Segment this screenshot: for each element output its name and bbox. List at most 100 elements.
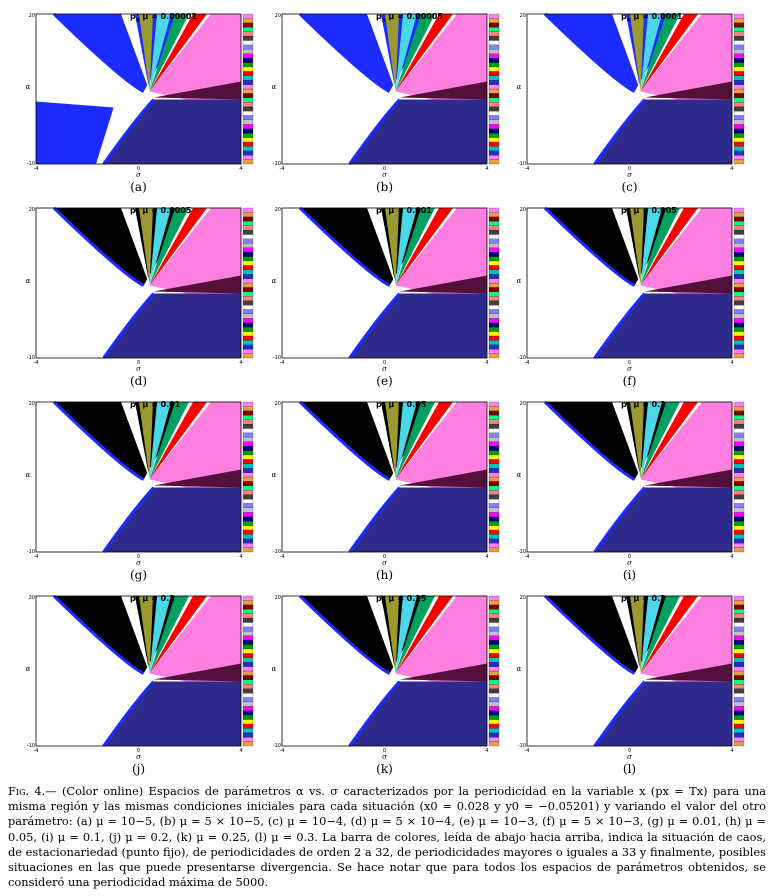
colorbar-cell bbox=[733, 159, 745, 165]
colorbar-cell bbox=[488, 719, 500, 725]
colorbar-cell bbox=[488, 534, 500, 539]
x-tick-label: 0 bbox=[383, 554, 386, 560]
periodic-window bbox=[395, 596, 435, 674]
colorbar-cell bbox=[242, 128, 254, 134]
colorbar-cell bbox=[488, 715, 500, 720]
period-band bbox=[644, 663, 732, 682]
x-tick-label: 0 bbox=[137, 748, 140, 754]
colorbar-cell bbox=[242, 732, 254, 738]
x-tick-label: -4 bbox=[525, 166, 530, 172]
colorbar-cell bbox=[488, 538, 500, 544]
colorbar-cell bbox=[242, 476, 254, 482]
colorbar-cell bbox=[488, 340, 500, 345]
lower-boundary bbox=[593, 680, 646, 747]
colorbar-cell bbox=[242, 296, 254, 301]
colorbar-cell bbox=[242, 234, 254, 239]
colorbar-cell bbox=[242, 525, 254, 531]
colorbar-cell bbox=[733, 13, 745, 19]
colorbar-cell bbox=[733, 22, 745, 28]
colorbar-cell bbox=[488, 27, 500, 32]
periodic-window bbox=[139, 208, 153, 286]
colorbar-cell bbox=[488, 313, 500, 319]
x-axis-label: σ bbox=[627, 365, 632, 373]
colorbar-cell bbox=[242, 119, 254, 125]
colorbar-cell bbox=[488, 512, 500, 517]
heatmap-svg: -4 0 4 20 -10 σ α bbox=[26, 594, 254, 761]
x-axis-label: σ bbox=[136, 171, 141, 179]
periodic-window bbox=[121, 208, 150, 286]
colorbar-cell bbox=[242, 450, 254, 456]
periodic-window bbox=[149, 596, 171, 674]
colorbar-cell bbox=[488, 516, 500, 522]
figure-grid: -4 0 4 20 -10 σ α px μ = 0.00001 (a) -4 0 4 20 -10 σ α p… bbox=[26, 12, 745, 776]
colorbar-cell bbox=[733, 115, 745, 120]
colorbar-cell bbox=[733, 538, 745, 544]
colorbar-cell bbox=[733, 670, 745, 676]
period-band bbox=[399, 469, 487, 488]
colorbar-cell bbox=[488, 75, 500, 81]
colorbar-cell bbox=[733, 732, 745, 738]
colorbar-cell bbox=[242, 432, 254, 438]
periodic-window bbox=[630, 208, 644, 286]
panel-label: (d) bbox=[129, 374, 148, 388]
colorbar-cell bbox=[733, 490, 745, 495]
colorbar-cell bbox=[242, 719, 254, 725]
colorbar-cell bbox=[488, 507, 500, 513]
colorbar-cell bbox=[733, 137, 745, 143]
x-axis-label: σ bbox=[136, 753, 141, 761]
colorbar-cell bbox=[488, 247, 500, 253]
colorbar-cell bbox=[733, 88, 745, 94]
lower-boundary bbox=[593, 486, 646, 553]
heatmap-svg: -4 0 4 20 -10 σ α bbox=[272, 12, 500, 179]
colorbar-cell bbox=[488, 525, 500, 531]
colorbar-cell bbox=[488, 269, 500, 275]
colorbar-cell bbox=[488, 675, 500, 680]
title-symbol: p bbox=[130, 400, 136, 409]
panel-label: (g) bbox=[129, 568, 148, 582]
colorbar-cell bbox=[242, 635, 254, 641]
colorbar-cell bbox=[733, 441, 745, 447]
colorbar-cell bbox=[488, 503, 500, 508]
colorbar-cell bbox=[242, 18, 254, 23]
colorbar-cell bbox=[242, 472, 254, 478]
colorbar-cell bbox=[733, 622, 745, 627]
colorbar-cell bbox=[733, 146, 745, 151]
periodic-window bbox=[612, 596, 641, 674]
heatmap-svg: -4 0 4 20 -10 σ α bbox=[272, 400, 500, 567]
colorbar-cell bbox=[733, 331, 745, 337]
colorbar-cell bbox=[242, 27, 254, 32]
colorbar-cell bbox=[733, 256, 745, 262]
colorbar-cell bbox=[733, 600, 745, 605]
colorbar-cell bbox=[733, 719, 745, 725]
colorbar-cell bbox=[733, 706, 745, 711]
colorbar-cell bbox=[488, 662, 500, 667]
colorbar-cell bbox=[488, 349, 500, 354]
periodic-window bbox=[640, 596, 662, 674]
fixed-point-region bbox=[36, 101, 114, 164]
colorbar-cell bbox=[242, 644, 254, 650]
plot-frame bbox=[526, 401, 733, 553]
colorbar-cell bbox=[488, 106, 500, 112]
periodic-window bbox=[385, 208, 399, 286]
colorbar-cell bbox=[488, 609, 500, 614]
colorbar-cell bbox=[242, 71, 254, 76]
panel-title: px μ = 0.0001 bbox=[621, 12, 682, 24]
periodic-window bbox=[640, 14, 680, 92]
colorbar-cell bbox=[488, 547, 500, 553]
colorbar-cell bbox=[488, 454, 500, 460]
x-tick-label: 4 bbox=[485, 360, 488, 366]
x-tick-label: 4 bbox=[239, 554, 242, 560]
colorbar-cell bbox=[242, 44, 254, 50]
colorbar-cell bbox=[242, 13, 254, 19]
colorbar-cell bbox=[242, 543, 254, 548]
colorbar-cell bbox=[488, 327, 500, 332]
colorbar-cell bbox=[733, 27, 745, 32]
colorbar-cell bbox=[733, 701, 745, 707]
colorbar-cell bbox=[733, 437, 745, 442]
colorbar-cell bbox=[733, 309, 745, 314]
lower-boundary bbox=[593, 98, 646, 165]
periodic-window bbox=[149, 402, 189, 480]
periodic-window bbox=[640, 596, 680, 674]
colorbar-cell bbox=[242, 225, 254, 231]
y-tick-label: -10 bbox=[273, 743, 281, 749]
